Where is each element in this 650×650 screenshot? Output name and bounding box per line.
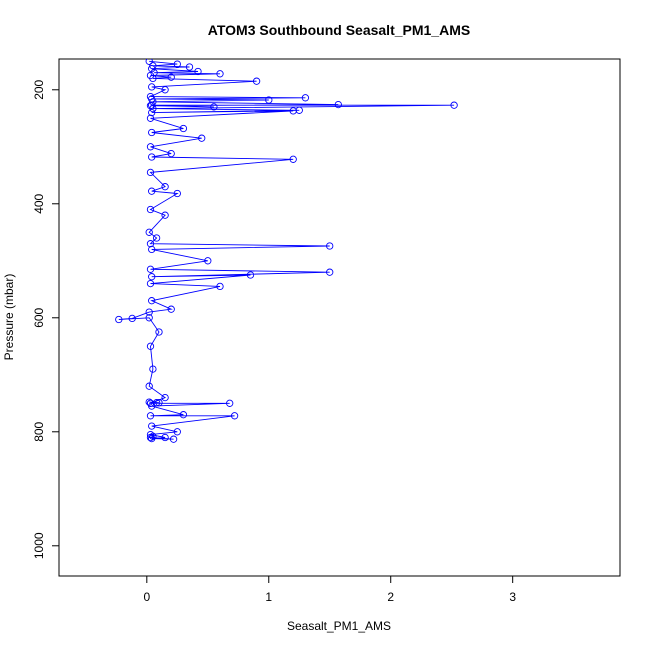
data-point xyxy=(128,314,136,323)
data-point xyxy=(167,149,175,158)
data-point xyxy=(152,234,161,242)
data-point xyxy=(148,297,156,305)
x-tick-label: 3 xyxy=(509,590,516,604)
data-point xyxy=(148,128,156,137)
x-tick-label: 1 xyxy=(265,590,272,604)
x-axis: 0 1 2 3 xyxy=(143,575,516,604)
series-layer xyxy=(115,59,458,443)
data-point xyxy=(146,430,155,439)
data-point xyxy=(145,228,153,236)
data-point xyxy=(161,393,169,402)
data-point xyxy=(185,63,194,71)
data-point xyxy=(179,411,188,419)
data-point xyxy=(148,101,156,109)
y-tick-label: 400 xyxy=(32,193,46,213)
data-point xyxy=(179,124,188,133)
data-point xyxy=(148,402,156,410)
data-point xyxy=(161,86,169,94)
data-point xyxy=(326,242,334,250)
data-point xyxy=(145,398,153,406)
data-point xyxy=(289,107,297,115)
data-point xyxy=(148,422,156,430)
data-point xyxy=(149,432,157,440)
data-point xyxy=(326,268,334,276)
data-point xyxy=(161,211,169,219)
data-point xyxy=(216,70,224,78)
data-point xyxy=(148,65,156,73)
y-axis: 200 400 600 800 1000 xyxy=(32,79,60,559)
x-tick-label: 0 xyxy=(143,590,150,604)
data-point xyxy=(115,315,123,324)
data-point xyxy=(148,187,156,195)
data-point xyxy=(216,282,224,291)
data-point xyxy=(145,59,153,65)
data-point xyxy=(169,435,178,443)
data-point xyxy=(173,189,181,198)
data-point xyxy=(146,205,155,214)
plot-frame xyxy=(58,58,621,577)
data-point xyxy=(301,94,310,102)
data-point xyxy=(450,101,458,109)
data-point xyxy=(148,245,156,254)
data-point xyxy=(146,143,155,151)
data-point xyxy=(161,183,169,191)
data-point xyxy=(155,399,163,407)
data-point xyxy=(145,314,153,322)
data-point xyxy=(204,257,212,265)
data-point xyxy=(146,114,155,122)
data-point xyxy=(146,240,155,248)
data-point xyxy=(246,271,255,279)
data-point xyxy=(148,83,156,91)
y-axis-label: Pressure (mbar) xyxy=(2,274,16,361)
data-point xyxy=(149,74,157,83)
x-axis-label: Seasalt_PM1_AMS xyxy=(287,619,391,633)
data-point xyxy=(161,433,169,442)
data-point xyxy=(173,428,181,436)
data-point xyxy=(146,168,155,177)
data-point xyxy=(146,265,155,273)
data-point xyxy=(334,100,342,109)
data-point xyxy=(148,153,156,161)
data-point xyxy=(155,328,163,336)
data-point xyxy=(146,279,155,288)
data-point xyxy=(146,342,155,350)
data-point xyxy=(230,412,239,420)
data-point xyxy=(289,155,297,163)
y-tick-label: 1000 xyxy=(32,532,46,559)
data-point xyxy=(145,308,153,316)
y-tick-label: 600 xyxy=(32,307,46,327)
data-point xyxy=(252,77,261,85)
data-point xyxy=(148,273,156,281)
data-point xyxy=(148,108,156,117)
data-point xyxy=(146,412,155,420)
data-point xyxy=(210,103,218,111)
data-point xyxy=(198,134,206,142)
data-point xyxy=(145,382,153,390)
data-point xyxy=(167,73,175,81)
y-tick-label: 800 xyxy=(32,421,46,441)
y-tick-label: 200 xyxy=(32,79,46,99)
data-point xyxy=(194,67,202,76)
data-point xyxy=(149,365,157,373)
data-point xyxy=(149,104,157,113)
data-point xyxy=(265,96,273,104)
chart-title: ATOM3 Southbound Seasalt_PM1_AMS xyxy=(208,22,470,38)
series-line xyxy=(118,60,455,440)
data-point xyxy=(167,305,175,313)
data-point xyxy=(173,60,181,68)
x-tick-label: 2 xyxy=(387,590,394,604)
data-point xyxy=(226,399,234,407)
